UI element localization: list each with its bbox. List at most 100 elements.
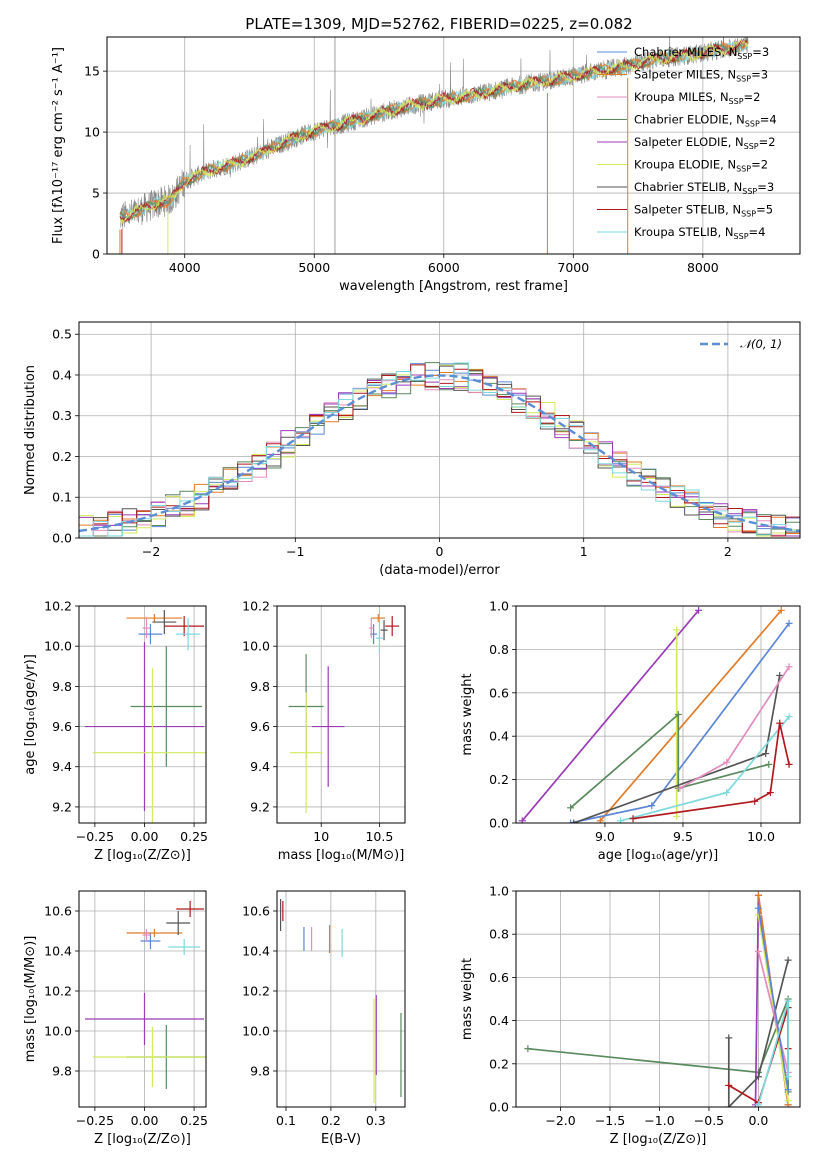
legend-label: Kroupa STELIB, N xyxy=(634,225,734,239)
y-tick-label: 9.8 xyxy=(52,679,72,694)
legend-count: =2 xyxy=(759,135,776,149)
y-tick-label: 0.1 xyxy=(52,490,72,505)
errorbar-point xyxy=(176,618,201,651)
x-tick-label: 6000 xyxy=(428,260,460,275)
y-tick-label: 0.5 xyxy=(52,327,72,342)
x-tick-label: 0.25 xyxy=(180,829,208,844)
axes-frame xyxy=(78,890,207,1108)
plus-marker xyxy=(695,606,703,614)
legend-entry: Salpeter STELIB, NSSP=5 xyxy=(634,203,773,219)
y-tick-label: 9.6 xyxy=(250,719,270,734)
y-tick-label: 10.2 xyxy=(242,599,270,614)
plus-marker xyxy=(723,789,731,797)
legend-subscript: SSP xyxy=(742,187,757,196)
x-tick-label: 0.2 xyxy=(321,1113,341,1128)
x-tick-label: −1 xyxy=(286,544,304,559)
plus-marker xyxy=(676,784,684,792)
plus-marker xyxy=(776,719,784,727)
x-tick-label: 7000 xyxy=(557,260,589,275)
plus-marker xyxy=(754,891,762,899)
y-tick-label: 9.2 xyxy=(250,799,270,814)
legend-label: Salpeter MILES, N xyxy=(634,68,736,82)
legend-label: Chabrier STELIB, N xyxy=(634,180,742,194)
errorbar-point xyxy=(84,993,205,1045)
y-tick-label: 15 xyxy=(84,64,100,79)
legend-count: =4 xyxy=(760,113,777,127)
plus-marker xyxy=(567,819,575,823)
y-tick-label: 1.0 xyxy=(489,599,509,614)
legend-entry: Chabrier STELIB, NSSP=3 xyxy=(634,180,774,196)
x-tick-label: 9.0 xyxy=(595,829,615,844)
y-tick-label: 9.4 xyxy=(250,759,270,774)
legend-subscript: SSP xyxy=(744,142,759,151)
weight-series-line xyxy=(757,914,789,1101)
x-tick-label: −0.25 xyxy=(76,1113,114,1128)
y-tick-label: 0.2 xyxy=(489,1056,509,1071)
x-tick-label: 8000 xyxy=(687,260,719,275)
x-tick-label: 4000 xyxy=(169,260,201,275)
plus-marker xyxy=(754,1073,762,1081)
y-axis-label: age [log₁₀(age/yr)] xyxy=(23,654,38,775)
errorbar-point xyxy=(289,692,323,813)
x-tick-label: 0.25 xyxy=(180,1113,208,1128)
legend-entry: Kroupa STELIB, NSSP=4 xyxy=(634,225,765,241)
legend-count: =4 xyxy=(749,225,766,239)
x-tick-label: −2.0 xyxy=(545,1113,575,1128)
plus-marker xyxy=(570,819,578,823)
legend-label: Chabrier ELODIE, N xyxy=(634,113,745,127)
errorbar-point xyxy=(138,624,163,645)
plus-marker xyxy=(725,1034,733,1042)
x-axis-label: (data-model)/error xyxy=(379,563,500,578)
y-tick-label: 1.0 xyxy=(489,884,509,899)
plus-marker xyxy=(725,1081,733,1089)
plot-area xyxy=(518,606,793,823)
x-axis-label: wavelength [Angstrom, rest frame] xyxy=(339,279,568,294)
y-tick-label: 0.2 xyxy=(52,449,72,464)
y-tick-label: 10.4 xyxy=(44,944,72,959)
errorbar-point xyxy=(142,929,151,941)
legend-subscript: SSP xyxy=(741,210,756,219)
errorbar-point xyxy=(311,666,345,787)
y-tick-label: 0.6 xyxy=(489,685,509,700)
y-axis-label: mass weight xyxy=(460,958,475,1040)
y-tick-label: 9.8 xyxy=(52,1064,72,1079)
plus-marker xyxy=(524,1045,532,1053)
x-tick-label: −2 xyxy=(142,544,160,559)
errorbar-point xyxy=(84,642,205,811)
plus-marker xyxy=(674,711,682,718)
x-tick-label: 0 xyxy=(436,544,444,559)
axes-frame xyxy=(78,605,207,824)
plus-marker xyxy=(648,802,656,810)
y-axis-label: Flux [fλ10⁻¹⁷ erg cm⁻² s⁻¹ A⁻¹] xyxy=(51,47,66,244)
x-axis-label: E(B-V) xyxy=(321,1132,361,1147)
y-tick-label: 0.4 xyxy=(489,729,509,744)
x-tick-label: 10.0 xyxy=(747,829,775,844)
y-tick-label: 0.2 xyxy=(489,772,509,787)
legend-subscript: SSP xyxy=(736,75,751,84)
y-tick-label: 10.2 xyxy=(242,984,270,999)
plus-marker xyxy=(754,947,762,955)
y-tick-label: 0.4 xyxy=(489,1013,509,1028)
x-tick-label: 0.00 xyxy=(131,1113,159,1128)
spectrum-panel: 4000 5000 6000 7000 8000 0 5 10 15 wavelength [An… xyxy=(51,36,801,294)
legend-entry: Kroupa ELODIE, NSSP=2 xyxy=(634,158,768,174)
weight-series-line xyxy=(599,609,782,822)
y-tick-label: 9.8 xyxy=(250,679,270,694)
y-tick-label: 0.6 xyxy=(489,970,509,985)
errorbar-point xyxy=(368,618,374,639)
figure-title: PLATE=1309, MJD=52762, FIBERID=0225, z=0… xyxy=(245,15,632,33)
plus-marker xyxy=(629,815,637,823)
legend-label: Kroupa MILES, N xyxy=(634,90,729,104)
legend-subscript: SSP xyxy=(736,165,751,174)
errorbar-point xyxy=(371,614,386,623)
weight-vs-metallicity-panel: −2.0 −1.5 −1.0 −0.5 0.0 0.0 0.2 0.4 0.6 0.8 1.0 Z [… xyxy=(460,884,801,1147)
y-tick-label: 0.3 xyxy=(52,408,72,423)
grid xyxy=(277,605,405,823)
plus-marker xyxy=(723,758,731,766)
axes-frame xyxy=(276,890,406,1108)
model-spectrum xyxy=(119,38,749,221)
legend-label: Chabrier MILES, N xyxy=(634,45,737,59)
errorbar-point xyxy=(168,939,201,955)
errorbar-point xyxy=(130,646,203,767)
y-tick-label: 0.0 xyxy=(52,531,72,546)
